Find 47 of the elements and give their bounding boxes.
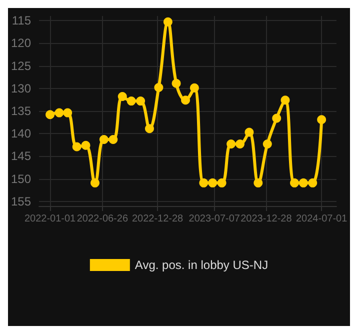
x-tick-label: 2022-12-28	[132, 214, 184, 224]
point	[254, 178, 263, 188]
point	[72, 142, 82, 152]
point	[81, 140, 90, 150]
point	[280, 96, 290, 105]
point	[108, 135, 118, 144]
y-tick-label: 155	[10, 194, 32, 208]
point	[54, 108, 64, 118]
x-tick-label: 2022-06-26	[76, 214, 128, 224]
point	[236, 140, 244, 149]
y-tick-label: 150	[10, 172, 32, 186]
x-tick-label: 2023-07-07	[188, 214, 240, 224]
y-tick-label: 125	[10, 58, 32, 73]
point	[199, 178, 208, 188]
y-tick-label: 140	[10, 126, 32, 141]
point	[90, 178, 100, 188]
x-tick-label: 2022-01-01	[24, 214, 76, 224]
point	[217, 178, 226, 188]
point	[99, 135, 108, 144]
y-tick-label: 145	[10, 149, 32, 164]
x-tick-label: 2024-07-01	[296, 214, 348, 224]
point	[272, 114, 282, 123]
point	[163, 17, 172, 26]
point	[244, 128, 254, 137]
x-tick-label: 2023-12-28	[240, 214, 292, 224]
point	[262, 140, 272, 149]
point	[208, 178, 218, 188]
y-tick-label: 115	[12, 14, 32, 28]
point	[172, 78, 181, 88]
point	[136, 96, 146, 106]
point	[190, 83, 199, 92]
point	[118, 92, 127, 102]
legend-label: Avg. pos. in lobby US-NJ	[134, 258, 268, 272]
point	[298, 178, 308, 188]
point	[154, 82, 164, 92]
point	[63, 108, 72, 118]
point	[290, 178, 299, 188]
point	[126, 96, 136, 106]
point	[226, 140, 236, 149]
point	[46, 110, 55, 120]
point	[308, 178, 318, 188]
point	[317, 115, 326, 124]
point	[181, 96, 190, 105]
y-tick-label: 130	[10, 81, 32, 96]
y-tick-label: 135	[10, 104, 32, 118]
y-tick-label: 120	[10, 36, 32, 50]
point	[144, 124, 154, 134]
